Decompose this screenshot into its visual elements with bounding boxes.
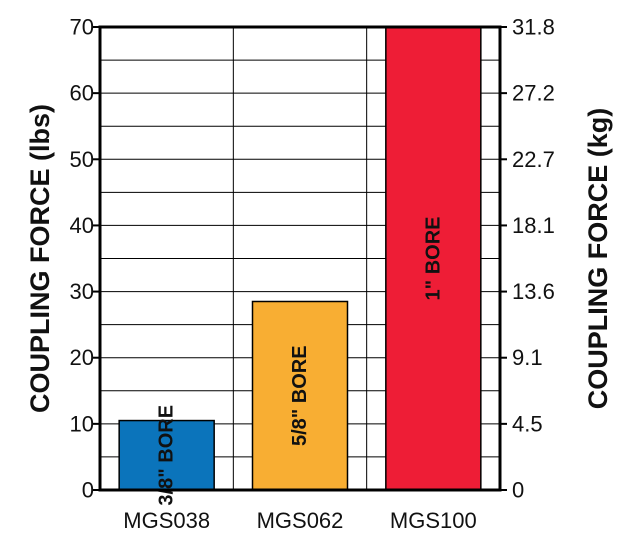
y-axis-right-title: COUPLING FORCE (kg) — [583, 108, 613, 410]
y-tick-label-left: 50 — [70, 147, 94, 172]
y-tick-label-right: 18.1 — [512, 213, 555, 238]
y-tick-label-right: 13.6 — [512, 279, 555, 304]
x-tick-label: MGS100 — [390, 508, 477, 533]
bar-label-mgs100: 1" BORE — [422, 217, 444, 301]
x-tick-label: MGS038 — [123, 508, 210, 533]
plot-frame — [98, 25, 502, 492]
y-tick-label-right: 9.1 — [512, 345, 543, 370]
tick-labels: 0 0 10 4.5 20 9.1 30 13.6 40 18.1 50 22.7 60 27.2 70 31… — [70, 15, 555, 503]
y-tick-label-right: 27.2 — [512, 81, 555, 106]
y-tick-label-right: 0 — [512, 478, 524, 503]
y-tick-label-right: 4.5 — [512, 411, 543, 436]
y-tick-label-left: 60 — [70, 81, 94, 106]
y-tick-label-right: 31.8 — [512, 15, 555, 40]
y-tick-label-left: 70 — [70, 15, 94, 40]
y-tick-label-right: 22.7 — [512, 147, 555, 172]
bar-label-mgs038: 3/8" BORE — [156, 405, 178, 506]
bar-mgs038 — [118, 419, 215, 491]
y-axis-left-title: COUPLING FORCE (lbs) — [25, 104, 55, 413]
y-tick-label-left: 20 — [70, 345, 94, 370]
x-tick-label: MGS062 — [257, 508, 344, 533]
y-tick-label-left: 40 — [70, 213, 94, 238]
bar-label-mgs062: 5/8" BORE — [289, 345, 311, 446]
y-tick-label-left: 0 — [82, 478, 94, 503]
y-tick-label-left: 30 — [70, 279, 94, 304]
bar-mgs062 — [251, 300, 349, 491]
bar-mgs100 — [385, 26, 482, 491]
tick-marks — [93, 26, 507, 491]
y-tick-label-left: 10 — [70, 411, 94, 436]
